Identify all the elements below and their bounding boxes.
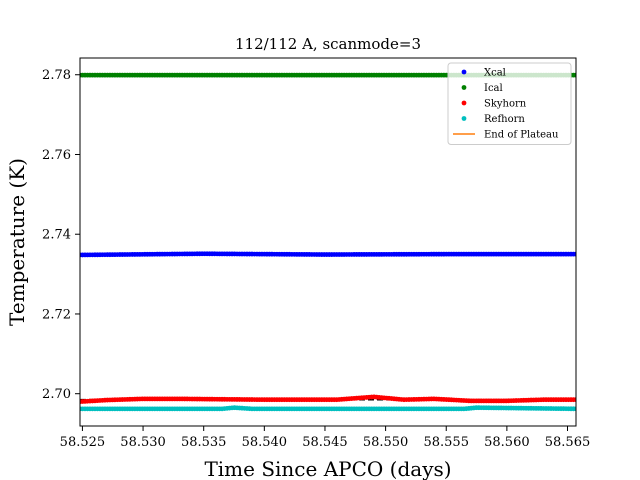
y-tick-label: 2.74 <box>42 228 71 243</box>
x-tick-label: 58.555 <box>423 435 469 450</box>
x-tick-label: 58.540 <box>242 435 288 450</box>
legend-label: End of Plateau <box>484 130 559 141</box>
data-point <box>573 72 576 78</box>
y-axis-label: Temperature (K) <box>5 158 29 326</box>
y-tick-label: 2.70 <box>42 387 71 402</box>
x-tick-label: 58.545 <box>302 435 348 450</box>
plot-area <box>80 72 576 412</box>
y-tick-label: 2.76 <box>42 148 71 163</box>
legend-swatch <box>461 100 467 106</box>
legend-box <box>447 62 572 145</box>
legend-swatch <box>461 85 467 90</box>
x-tick-label: 58.535 <box>181 435 227 450</box>
data-point <box>573 397 576 403</box>
legend-label: Refhorn <box>484 114 525 125</box>
y-tick-label: 2.78 <box>42 68 71 83</box>
data-point <box>573 406 576 412</box>
series-refhorn <box>80 405 576 412</box>
x-tick-label: 58.550 <box>363 435 409 450</box>
series-skyhorn <box>80 394 576 405</box>
x-tick-label: 58.565 <box>545 435 591 450</box>
legend-swatch <box>461 69 467 75</box>
legend-swatch <box>461 116 467 121</box>
x-tick-label: 58.530 <box>120 435 166 450</box>
legend-label: Ical <box>484 83 503 94</box>
plot-frame <box>79 57 577 427</box>
data-point <box>573 251 576 257</box>
x-axis: 58.525 58.530 58.535 58.540 58.545 58.550 58.5… <box>60 426 591 450</box>
y-tick-label: 2.72 <box>42 307 71 322</box>
legend-label: Xcal <box>484 68 506 79</box>
x-tick-label: 58.560 <box>484 435 530 450</box>
legend: Xcal Ical Skyhorn Refhorn End of Plateau <box>447 62 572 145</box>
chart-title: 112/112 A, scanmode=3 <box>235 35 421 53</box>
y-axis: 2.70 2.72 2.74 2.76 2.78 <box>42 68 80 402</box>
legend-label: Skyhorn <box>484 99 527 110</box>
x-tick-label: 58.525 <box>60 435 106 450</box>
series-xcal <box>80 251 576 258</box>
x-axis-label: Time Since APCO (days) <box>204 457 451 480</box>
